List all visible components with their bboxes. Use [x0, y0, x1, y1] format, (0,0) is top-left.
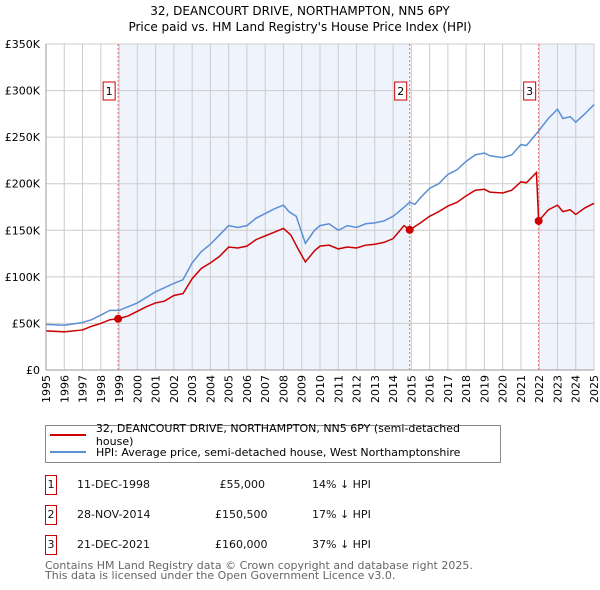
- sale-point: [534, 216, 543, 225]
- sale-price: £160,000: [215, 538, 268, 551]
- x-tick-label: 2008: [277, 375, 290, 403]
- sale-row: 3 21-DEC-2021 £160,000 37% ↓ HPI: [45, 535, 445, 555]
- sale-point: [114, 314, 123, 323]
- legend: 32, DEANCOURT DRIVE, NORTHAMPTON, NN5 6P…: [45, 422, 501, 463]
- shaded-region: [118, 44, 410, 370]
- x-tick-label: 1996: [58, 375, 71, 403]
- sale-date: 28-NOV-2014: [77, 508, 151, 521]
- sale-marker-box: [394, 81, 408, 101]
- x-tick-label: 2015: [405, 375, 418, 403]
- x-tick-label: 2024: [570, 375, 583, 403]
- x-tick-label: 2022: [533, 375, 546, 403]
- sale-marker-label: 1: [45, 475, 57, 495]
- sale-marker-label: 2: [45, 505, 57, 525]
- sale-marker-label: 2: [397, 85, 404, 98]
- sale-marker-label: 3: [526, 85, 533, 98]
- x-tick-label: 2017: [442, 375, 455, 403]
- footer: Contains HM Land Registry data © Crown c…: [45, 559, 473, 582]
- hpi-line: [45, 104, 595, 327]
- x-tick-label: 2007: [259, 375, 272, 403]
- x-tick-label: 2010: [314, 375, 327, 403]
- legend-item-property: 32, DEANCOURT DRIVE, NORTHAMPTON, NN5 6P…: [50, 422, 500, 448]
- sale-hpi: 37% ↓ HPI: [312, 538, 371, 551]
- sale-hpi: 14% ↓ HPI: [312, 478, 371, 491]
- sale-hpi: 17% ↓ HPI: [312, 508, 371, 521]
- y-tick-label: £300K: [5, 85, 41, 98]
- sale-price: £150,500: [215, 508, 268, 521]
- legend-label: 32, DEANCOURT DRIVE, NORTHAMPTON, NN5 6P…: [95, 422, 460, 448]
- footer-licence: This data is licensed under the Open Gov…: [45, 569, 396, 582]
- y-tick-label: £100K: [5, 271, 41, 284]
- x-tick-label: 2005: [223, 375, 236, 403]
- x-tick-label: 2025: [588, 375, 600, 403]
- x-tick-label: 2016: [424, 375, 437, 403]
- legend-label: HPI: Average price, semi-detached house,…: [96, 445, 461, 459]
- shaded-region: [538, 44, 594, 370]
- x-tick-label: 1997: [77, 375, 90, 403]
- sale-marker-box: [102, 81, 116, 101]
- x-tick-label: 2002: [168, 375, 181, 403]
- price-chart: 32, DEANCOURT DRIVE, NORTHAMPTON, NN5 6P…: [5, 4, 600, 403]
- y-tick-label: £0: [26, 364, 40, 377]
- x-tick-label: 1995: [40, 375, 53, 403]
- x-tick-label: 2003: [186, 375, 199, 403]
- chart-title: 32, DEANCOURT DRIVE, NORTHAMPTON, NN5 6P…: [150, 4, 450, 18]
- chart-subtitle: Price paid vs. HM Land Registry's House …: [128, 20, 471, 34]
- x-tick-label: 2012: [351, 375, 364, 403]
- y-tick-label: £150K: [5, 224, 41, 237]
- blue-line-swatch: [50, 451, 86, 453]
- y-tick-label: £50K: [12, 317, 41, 330]
- red-line-swatch: [50, 434, 86, 436]
- legend-item-hpi: HPI: Average price, semi-detached house,…: [50, 444, 460, 460]
- sale-date: 21-DEC-2021: [77, 538, 151, 551]
- x-tick-label: 2020: [497, 375, 510, 403]
- y-tick-label: £200K: [5, 178, 41, 191]
- x-tick-label: 2014: [387, 375, 400, 403]
- sale-marker-label: 1: [106, 85, 113, 98]
- y-tick-label: £250K: [5, 131, 41, 144]
- x-tick-label: 2023: [551, 375, 564, 403]
- sale-date: 11-DEC-1998: [77, 478, 151, 491]
- sale-marker-label: 3: [45, 535, 57, 555]
- x-tick-label: 2018: [460, 375, 473, 403]
- sale-row: 1 11-DEC-1998 £55,000 14% ↓ HPI: [45, 475, 445, 495]
- x-tick-label: 2021: [515, 375, 528, 403]
- x-tick-label: 2009: [296, 375, 309, 403]
- x-tick-label: 2000: [131, 375, 144, 403]
- x-tick-label: 2004: [204, 375, 217, 403]
- x-tick-label: 1998: [95, 375, 108, 403]
- x-tick-label: 2011: [332, 375, 345, 403]
- x-tick-label: 2013: [369, 375, 382, 403]
- sale-price: £55,000: [219, 478, 266, 491]
- footer-copyright: Contains HM Land Registry data © Crown c…: [45, 559, 473, 572]
- x-tick-label: 2001: [150, 375, 163, 403]
- y-tick-label: £350K: [5, 38, 41, 51]
- x-tick-label: 2006: [241, 375, 254, 403]
- sale-point: [405, 225, 414, 234]
- x-tick-label: 1999: [113, 375, 126, 403]
- sale-marker-box: [523, 81, 537, 101]
- x-tick-label: 2019: [478, 375, 491, 403]
- sale-row: 2 28-NOV-2014 £150,500 17% ↓ HPI: [45, 505, 445, 525]
- property-price-line: [45, 170, 595, 333]
